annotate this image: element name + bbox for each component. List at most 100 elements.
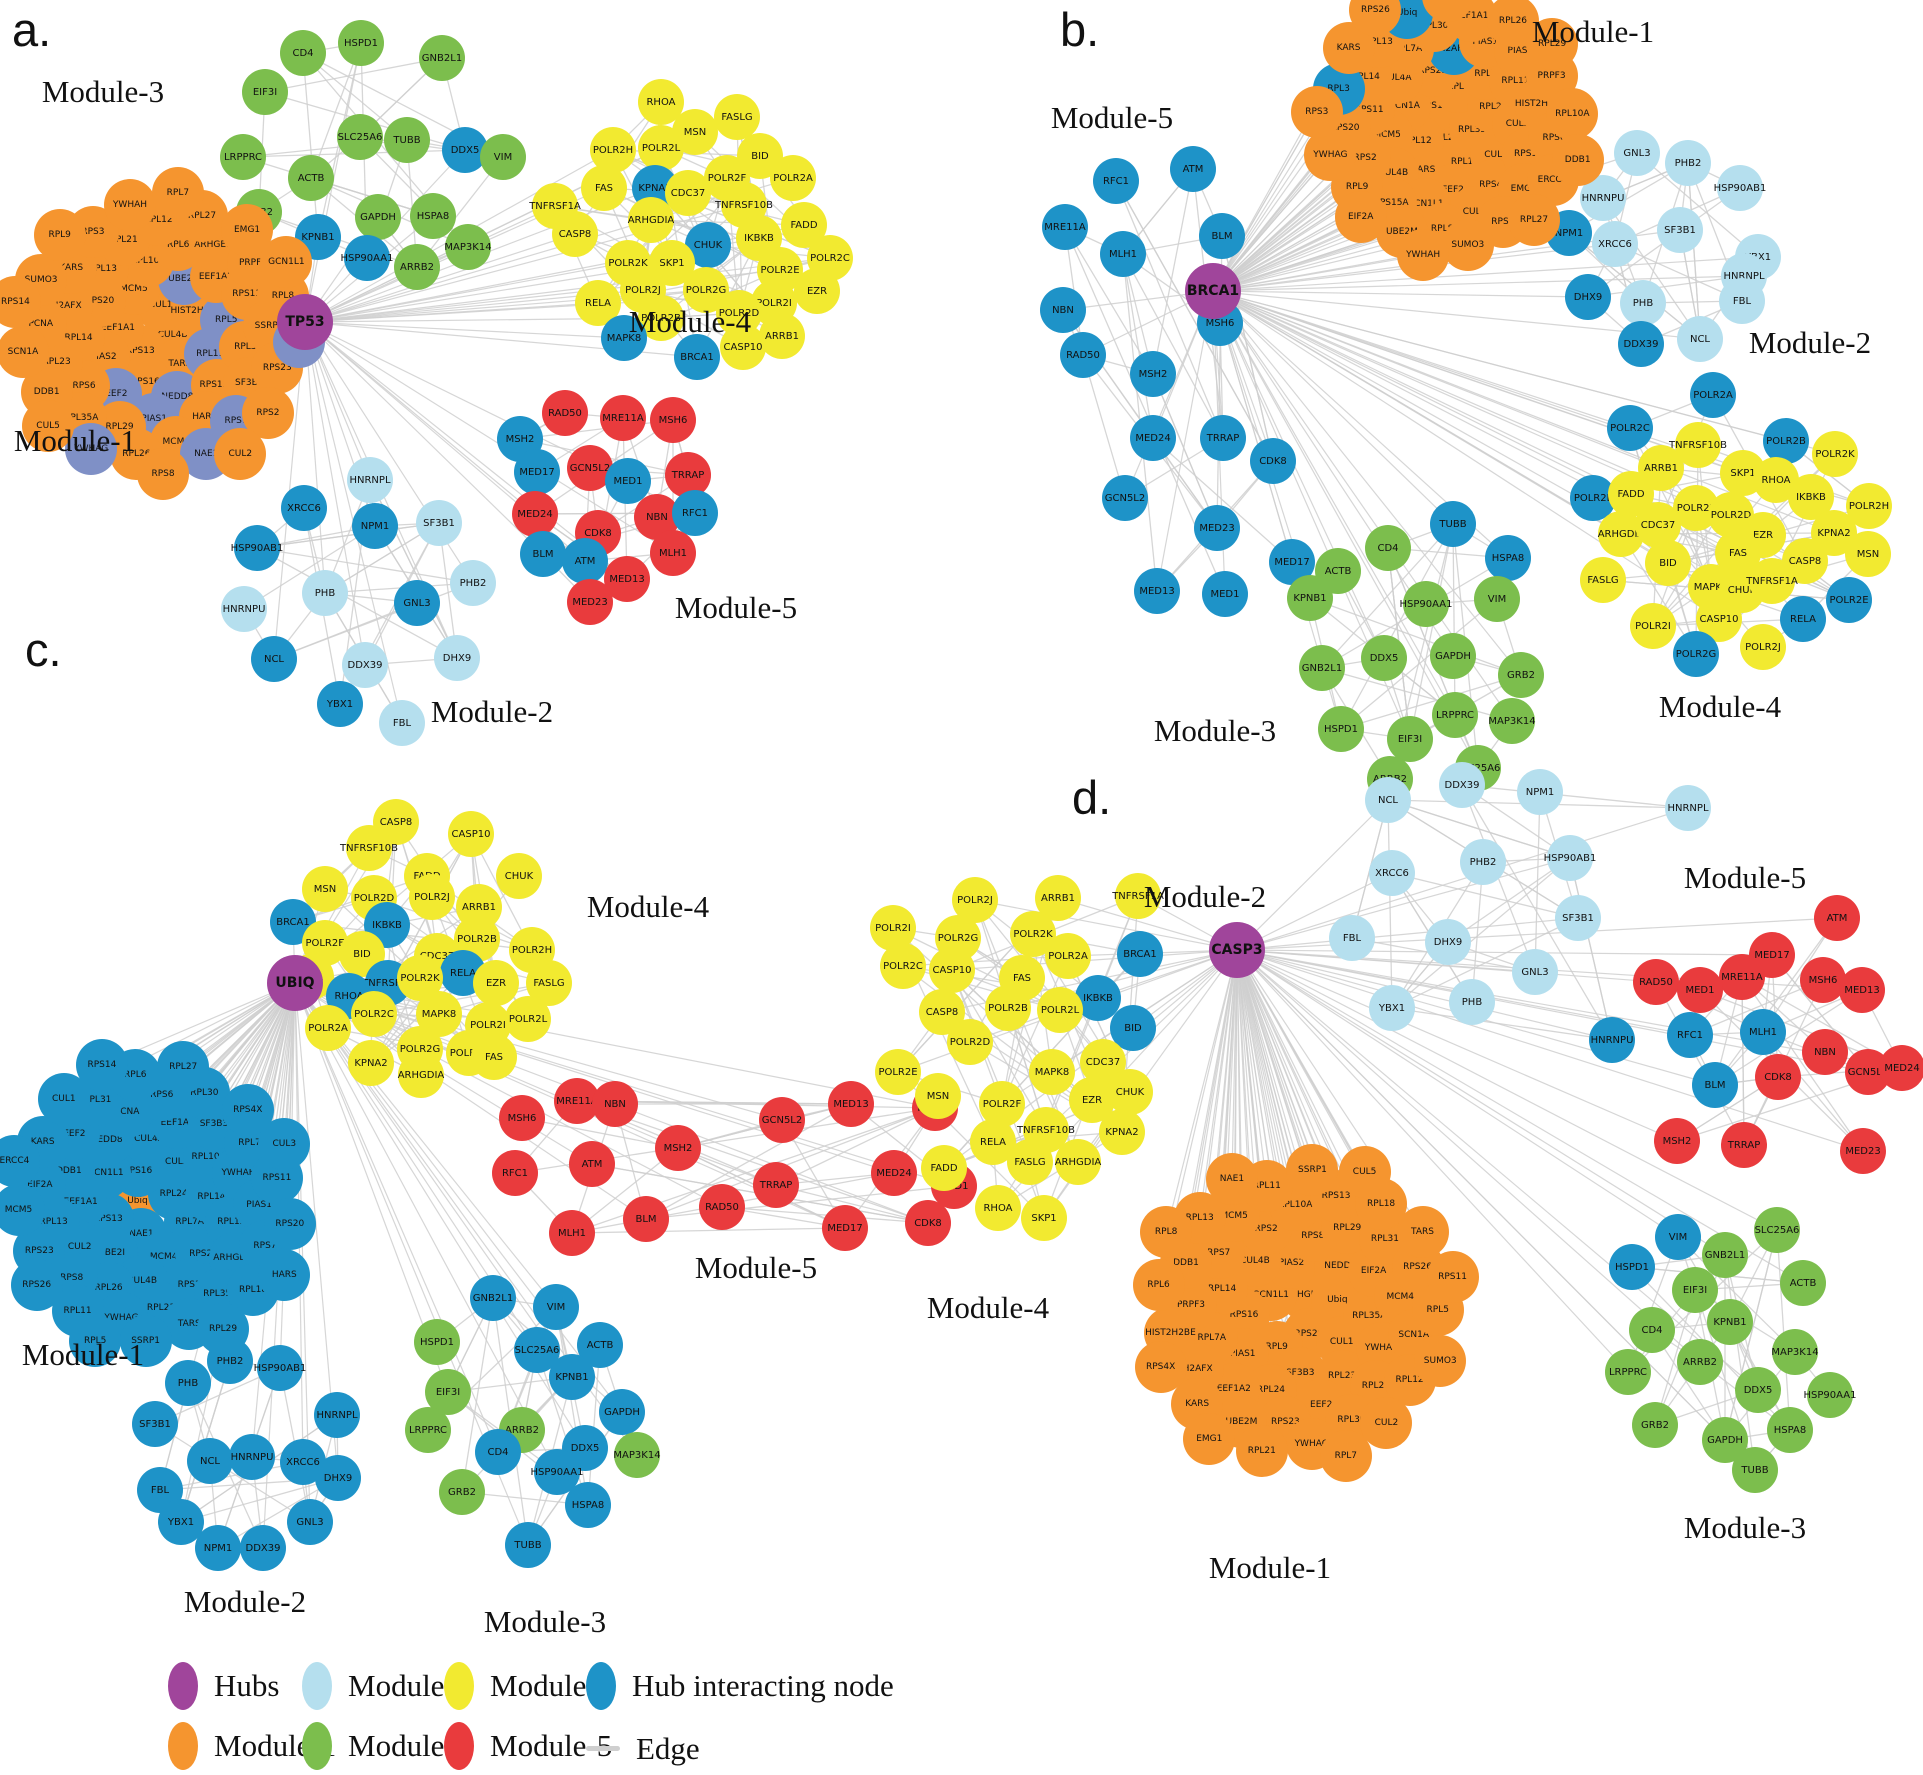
- node-npm1[interactable]: NPM1: [195, 1525, 241, 1571]
- node-casp10[interactable]: CASP10: [448, 811, 494, 857]
- node-hnrnpu[interactable]: HNRNPU: [1589, 1017, 1635, 1063]
- node-grb2[interactable]: GRB2: [439, 1469, 485, 1515]
- node-ncl[interactable]: NCL: [1677, 316, 1723, 362]
- node-map3k14[interactable]: MAP3K14: [1771, 1329, 1819, 1375]
- node-gnl3[interactable]: GNL3: [394, 580, 440, 626]
- node-faslg[interactable]: FASLG: [1580, 557, 1626, 603]
- node-fbl[interactable]: FBL: [379, 700, 425, 746]
- node-ddb1[interactable]: DDB1: [1551, 133, 1604, 186]
- node-gapdh[interactable]: GAPDH: [1430, 633, 1476, 679]
- node-med24[interactable]: MED24: [1879, 1045, 1923, 1091]
- node-polr2d[interactable]: POLR2D: [947, 1019, 993, 1065]
- node-cul5[interactable]: CUL5: [1338, 1146, 1391, 1199]
- hub-node-casp3[interactable]: CASP3: [1209, 922, 1265, 978]
- node-ddx39[interactable]: DDX39: [342, 642, 388, 688]
- node-gapdh[interactable]: GAPDH: [599, 1389, 645, 1435]
- node-cdc37[interactable]: CDC37: [665, 170, 711, 216]
- node-map3k14[interactable]: MAP3K14: [1488, 698, 1536, 744]
- node-kpnb1[interactable]: KPNB1: [549, 1354, 595, 1400]
- node-mcm5[interactable]: MCM5: [0, 1184, 45, 1237]
- node-msn[interactable]: MSN: [915, 1073, 961, 1119]
- node-mlh1[interactable]: MLH1: [650, 530, 696, 576]
- node-cd4[interactable]: CD4: [1365, 525, 1411, 571]
- node-tubb[interactable]: TUBB: [1430, 501, 1476, 547]
- node-bid[interactable]: BID: [1645, 540, 1691, 586]
- node-hsp90ab1[interactable]: HSP90AB1: [1714, 165, 1766, 211]
- node-hspa8[interactable]: HSPA8: [410, 193, 456, 239]
- node-cdk8[interactable]: CDK8: [905, 1200, 951, 1246]
- node-hspd1[interactable]: HSPD1: [338, 20, 384, 66]
- node-arrb1[interactable]: ARRB1: [759, 313, 805, 359]
- node-vim[interactable]: VIM: [480, 134, 526, 180]
- node-arhgdia[interactable]: ARHGDIA: [398, 1052, 444, 1098]
- node-med17[interactable]: MED17: [822, 1205, 868, 1251]
- node-dhx9[interactable]: DHX9: [315, 1455, 361, 1501]
- node-gnl3[interactable]: GNL3: [1614, 130, 1660, 176]
- node-msh6[interactable]: MSH6: [1800, 957, 1846, 1003]
- node-casp10[interactable]: CASP10: [929, 947, 975, 993]
- node-gcn1l1[interactable]: GCN1L1: [260, 236, 313, 289]
- node-med24[interactable]: MED24: [512, 491, 558, 537]
- node-hspa8[interactable]: HSPA8: [1485, 535, 1531, 581]
- node-ddx5[interactable]: DDX5: [1361, 635, 1407, 681]
- node-chuk[interactable]: CHUK: [1107, 1069, 1153, 1115]
- node-arrb1[interactable]: ARRB1: [1638, 445, 1684, 491]
- node-hars[interactable]: HARS: [258, 1248, 311, 1301]
- node-trrap[interactable]: TRRAP: [753, 1162, 799, 1208]
- node-atm[interactable]: ATM: [569, 1141, 615, 1187]
- node-rps4x[interactable]: RPS4X: [221, 1083, 274, 1136]
- node-kpnb1[interactable]: KPNB1: [1287, 575, 1333, 621]
- node-med13[interactable]: MED13: [828, 1081, 874, 1127]
- node-cd4[interactable]: CD4: [280, 30, 326, 76]
- node-brca1[interactable]: BRCA1: [1117, 931, 1163, 977]
- node-tubb[interactable]: TUBB: [505, 1522, 551, 1568]
- node-cd4[interactable]: CD4: [475, 1429, 521, 1475]
- node-polr2b[interactable]: POLR2B: [985, 985, 1031, 1031]
- node-ybx1[interactable]: YBX1: [1369, 985, 1415, 1031]
- node-ncl[interactable]: NCL: [1365, 777, 1411, 823]
- node-msn[interactable]: MSN: [1845, 531, 1891, 577]
- node-rfc1[interactable]: RFC1: [672, 490, 718, 536]
- node-rps20[interactable]: RPS20: [263, 1197, 316, 1250]
- node-arhgdia[interactable]: ARHGDIA: [628, 197, 674, 243]
- node-nbn[interactable]: NBN: [1802, 1029, 1848, 1075]
- node-cul2[interactable]: CUL2: [1360, 1396, 1413, 1449]
- node-polr2g[interactable]: POLR2G: [1673, 631, 1719, 677]
- node-mlh1[interactable]: MLH1: [1100, 231, 1146, 277]
- node-gnb2l1[interactable]: GNB2L1: [1702, 1232, 1748, 1278]
- node-rpl21[interactable]: RPL21: [1235, 1425, 1288, 1478]
- node-polr2k[interactable]: POLR2K: [1812, 431, 1858, 477]
- node-rela[interactable]: RELA: [1780, 596, 1826, 642]
- node-polr2j[interactable]: POLR2J: [409, 874, 455, 920]
- node-msh2[interactable]: MSH2: [655, 1125, 701, 1171]
- node-dhx9[interactable]: DHX9: [434, 635, 480, 681]
- node-nbn[interactable]: NBN: [1040, 287, 1086, 333]
- node-xrcc6[interactable]: XRCC6: [281, 485, 327, 531]
- node-gapdh[interactable]: GAPDH: [355, 194, 401, 240]
- node-med13[interactable]: MED13: [1839, 967, 1885, 1013]
- node-scn1a[interactable]: SCN1A: [0, 325, 49, 378]
- node-polr2b[interactable]: POLR2B: [1763, 418, 1809, 464]
- hub-node-brca1[interactable]: BRCA1: [1185, 263, 1241, 319]
- node-mre11a[interactable]: MRE11A: [1719, 954, 1765, 1000]
- node-nbn[interactable]: NBN: [592, 1081, 638, 1127]
- node-sumo3[interactable]: SUMO3: [1414, 1335, 1467, 1388]
- node-gnl3[interactable]: GNL3: [287, 1499, 333, 1545]
- node-hspd1[interactable]: HSPD1: [1318, 706, 1364, 752]
- node-cd4[interactable]: CD4: [1629, 1307, 1675, 1353]
- node-polr2c[interactable]: POLR2C: [880, 943, 926, 989]
- node-polr2l[interactable]: POLR2L: [638, 125, 684, 171]
- node-ezr[interactable]: EZR: [794, 268, 840, 314]
- node-lrpprc[interactable]: LRPPRC: [1432, 692, 1478, 738]
- node-ncl[interactable]: NCL: [187, 1438, 233, 1484]
- node-eif3i[interactable]: EIF3I: [1387, 716, 1433, 762]
- node-rad50[interactable]: RAD50: [699, 1184, 745, 1230]
- node-map3k14[interactable]: MAP3K14: [444, 224, 492, 270]
- node-polr2a[interactable]: POLR2A: [770, 155, 816, 201]
- node-gcn5l2[interactable]: GCN5L2: [759, 1097, 805, 1143]
- node-rps8[interactable]: RPS8: [137, 447, 190, 500]
- node-rad50[interactable]: RAD50: [542, 390, 588, 436]
- node-rpl7[interactable]: RPL7: [151, 166, 204, 219]
- node-hnrnpl[interactable]: HNRNPL: [314, 1392, 360, 1438]
- node-ddx39[interactable]: DDX39: [1618, 321, 1664, 367]
